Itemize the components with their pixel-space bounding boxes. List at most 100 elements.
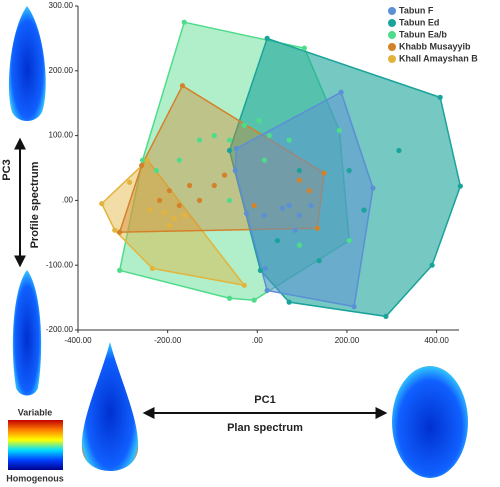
point [437, 94, 443, 100]
point [336, 127, 342, 134]
y-tick-label: 300.00 [49, 1, 74, 10]
point [211, 182, 217, 189]
point [243, 210, 250, 216]
point [338, 89, 344, 95]
shape-image [8, 6, 46, 121]
point [211, 133, 217, 139]
hull [234, 91, 374, 308]
legend-label: Tabun F [399, 5, 434, 15]
point [286, 299, 292, 305]
point [301, 45, 307, 51]
x-tick-label: -200.00 [154, 336, 182, 345]
point [346, 237, 352, 244]
point [156, 197, 163, 203]
y-tick-label: 200.00 [49, 66, 74, 75]
point [241, 282, 247, 288]
y-tick-label: 100.00 [49, 131, 74, 140]
hull [100, 159, 247, 287]
point [251, 297, 257, 303]
point [196, 137, 203, 143]
point [264, 35, 270, 42]
point [112, 227, 118, 233]
x-tick-label: 400.00 [424, 336, 449, 345]
legend-label: Khabb Musayyib [399, 41, 471, 51]
point [296, 242, 303, 248]
shape-image [392, 366, 468, 478]
point [147, 207, 153, 213]
point [361, 207, 367, 213]
legend-label: Tabun Ea/b [399, 29, 447, 39]
point [262, 265, 268, 272]
point [264, 287, 270, 294]
legend-marker [388, 19, 396, 27]
point [286, 137, 292, 143]
point [296, 177, 303, 183]
legend-marker [388, 7, 396, 15]
point [314, 225, 320, 231]
point [226, 295, 233, 301]
point [321, 170, 327, 176]
point [251, 202, 257, 209]
point [126, 179, 133, 185]
point [226, 137, 233, 143]
point [181, 19, 187, 25]
pc3-text: Profile spectrum [29, 161, 41, 248]
point [176, 202, 182, 209]
point [176, 157, 182, 163]
point [139, 162, 145, 169]
x-tick-label: .00 [252, 336, 264, 345]
point [149, 265, 156, 272]
pc1-label: PC1 [254, 394, 275, 406]
point [153, 167, 160, 174]
point [232, 167, 238, 174]
point [256, 118, 262, 124]
point [370, 185, 376, 191]
shape-image [81, 342, 139, 471]
point [117, 267, 123, 273]
point [179, 83, 186, 89]
point [308, 202, 314, 209]
point [346, 167, 352, 174]
point [196, 197, 203, 203]
point [171, 215, 177, 222]
point [226, 197, 233, 203]
point [166, 223, 173, 229]
color-scale [8, 420, 63, 470]
point [266, 133, 272, 139]
point [274, 237, 281, 244]
point [241, 122, 247, 128]
legend-marker [388, 55, 396, 63]
point [144, 157, 151, 163]
scale-high: Variable [18, 407, 53, 417]
point [279, 205, 285, 211]
point [187, 182, 193, 189]
x-tick-label: 200.00 [335, 336, 360, 345]
point [296, 167, 303, 174]
point [296, 212, 303, 218]
point [99, 201, 105, 207]
point [383, 313, 389, 319]
point [396, 147, 402, 154]
point [226, 147, 233, 154]
point [286, 202, 292, 209]
point [221, 172, 228, 178]
point [306, 188, 312, 194]
pc3-label: PC3 [1, 159, 13, 180]
point [351, 304, 357, 310]
scale-low: Homogenous [6, 473, 64, 483]
legend-marker [388, 31, 396, 39]
shape-image [12, 270, 42, 396]
legend-label: Khall Amayshan B [399, 53, 478, 63]
point [261, 212, 268, 218]
point [316, 258, 322, 264]
y-tick-label: -200.00 [46, 325, 74, 334]
point [233, 145, 239, 152]
pc1-text: Plan spectrum [227, 422, 303, 434]
point [257, 267, 264, 273]
point [117, 229, 123, 235]
point [161, 210, 168, 216]
point [166, 188, 173, 194]
point [457, 183, 463, 189]
y-tick-label: .00 [62, 196, 74, 205]
